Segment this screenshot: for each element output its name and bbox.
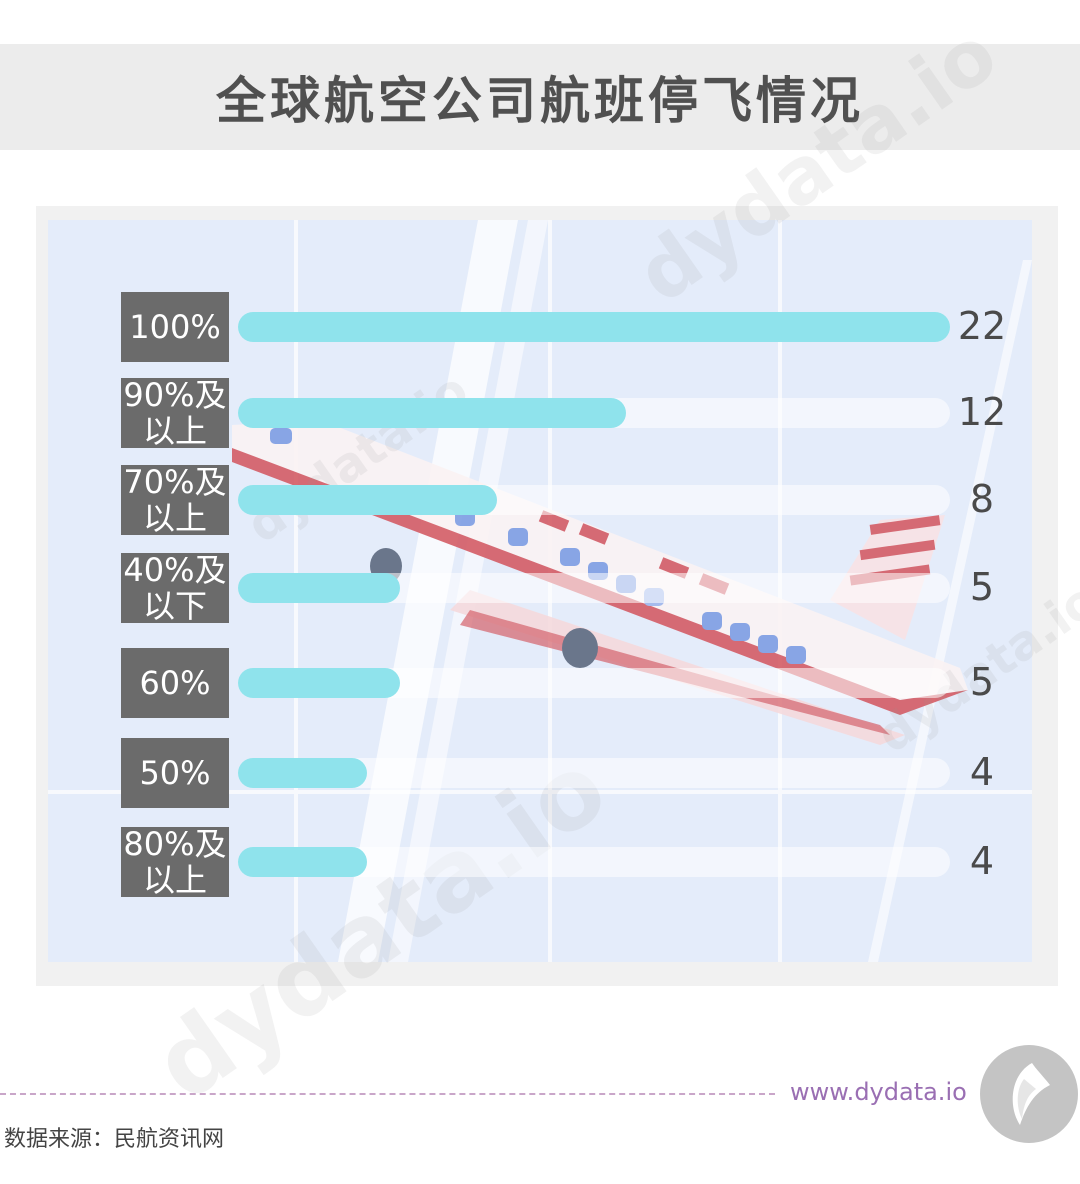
bar	[238, 312, 950, 342]
value-label: 5	[969, 565, 995, 609]
window-mullion	[48, 790, 1032, 794]
bar	[238, 398, 626, 428]
value-label: 5	[969, 660, 995, 704]
title-bar: 全球航空公司航班停飞情况	[0, 44, 1080, 150]
value-label: 12	[957, 390, 1007, 434]
value-label: 22	[957, 304, 1007, 348]
category-label: 50%	[121, 738, 229, 808]
bar	[238, 758, 367, 788]
bar	[238, 847, 367, 877]
category-label: 90%及以上	[121, 377, 229, 449]
footer-divider	[0, 1093, 775, 1095]
category-label: 40%及以下	[121, 552, 229, 624]
bar	[238, 485, 497, 515]
value-label: 8	[969, 477, 995, 521]
bar	[238, 573, 400, 603]
bar	[238, 668, 400, 698]
value-label: 4	[969, 839, 995, 883]
chart-title: 全球航空公司航班停飞情况	[216, 72, 864, 130]
category-label: 80%及以上	[121, 826, 229, 898]
data-source: 数据来源：民航资讯网	[4, 1127, 225, 1152]
feather-leaf-logo-icon	[980, 1045, 1078, 1143]
category-label: 100%	[121, 292, 229, 362]
category-label: 70%及以上	[121, 464, 229, 536]
category-label: 60%	[121, 648, 229, 718]
footer-url[interactable]: www.dydata.io	[790, 1078, 967, 1106]
value-label: 4	[969, 750, 995, 794]
